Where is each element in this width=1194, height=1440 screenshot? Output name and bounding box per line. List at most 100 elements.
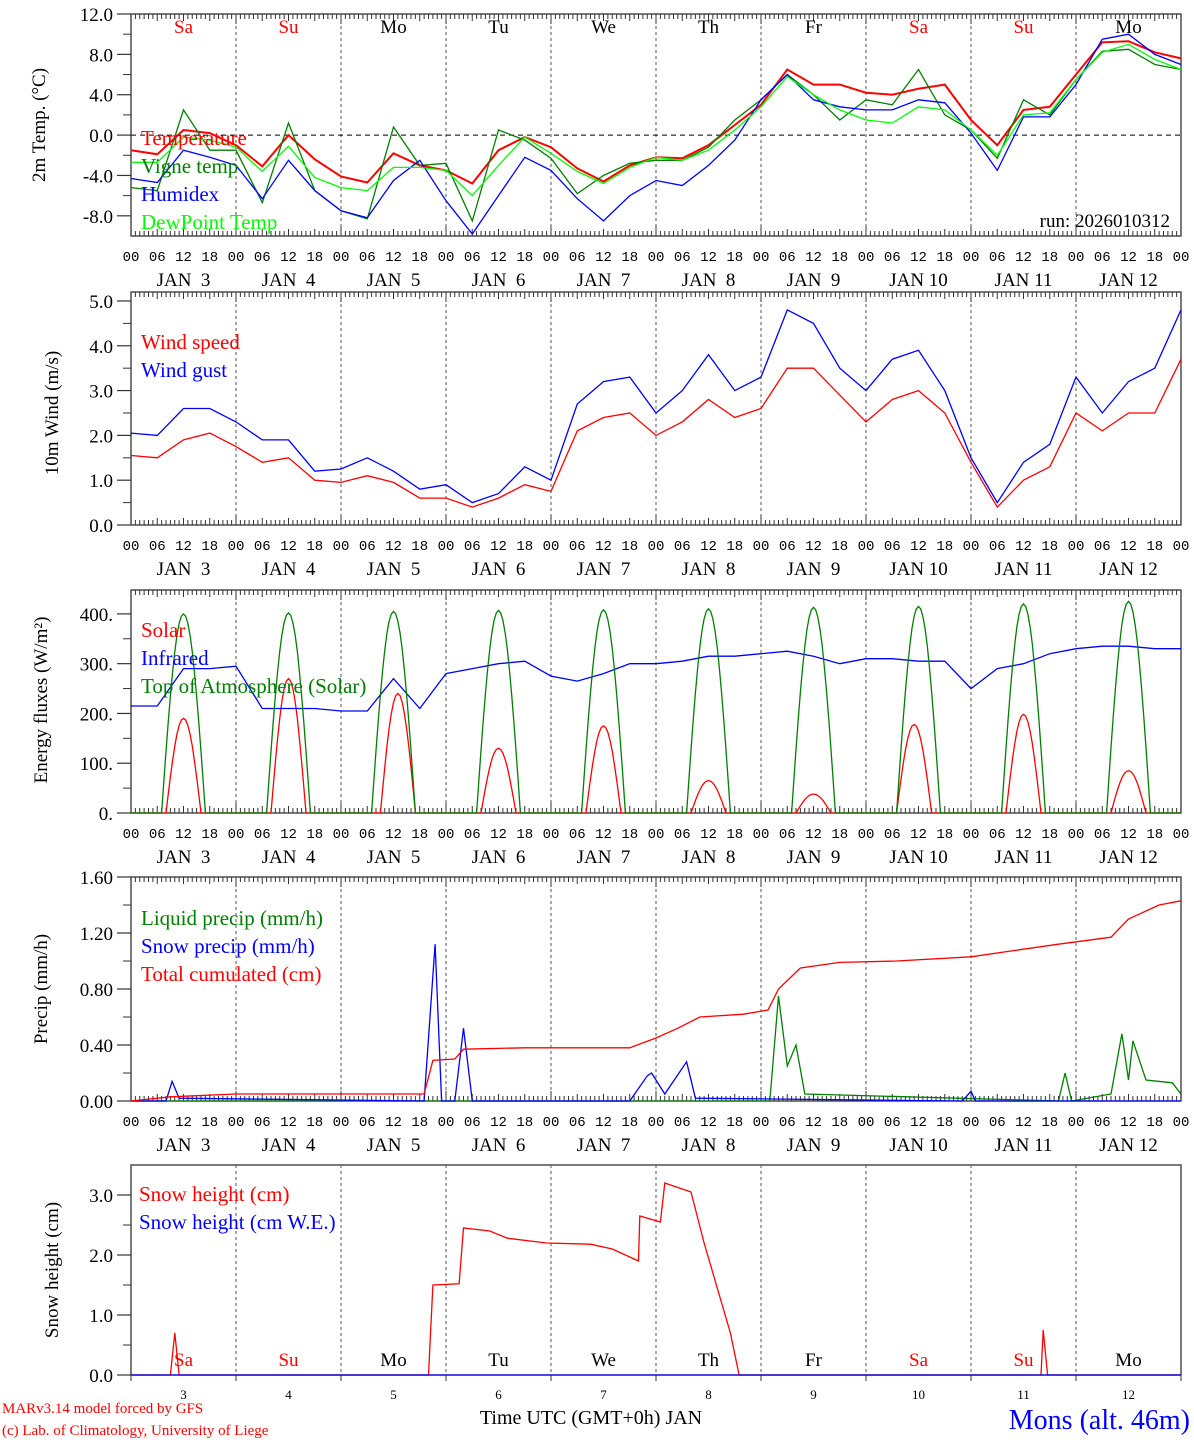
legend-entry: Top of Atmosphere (Solar): [141, 674, 366, 698]
legend-entry: Snow height (cm): [139, 1182, 289, 1206]
hour-tick-label: 12: [175, 827, 192, 843]
hour-tick-label: 06: [464, 539, 481, 555]
hour-tick-label: 18: [621, 827, 638, 843]
hour-tick-label: 12: [490, 539, 507, 555]
hour-tick-label: 12: [385, 539, 402, 555]
run-label: run: 2026010312: [1040, 211, 1170, 232]
hour-tick-label: 00: [333, 250, 350, 266]
weekday-label: Sa: [909, 1350, 929, 1371]
date-label: JAN 10: [889, 270, 948, 291]
date-label: JAN 4: [262, 1135, 316, 1156]
hour-tick-label: 12: [805, 250, 822, 266]
hour-tick-label: 12: [1015, 250, 1032, 266]
hour-tick-label: 12: [1015, 1115, 1032, 1131]
weekday-label: We: [591, 1350, 616, 1371]
panel-2: 00 06 12 18 00 06 12 18 00 06 12 18 00 06 12 18 00 06 12 18…: [42, 291, 1189, 580]
hour-tick-label: 06: [989, 1115, 1006, 1131]
hour-tick-label: 06: [989, 539, 1006, 555]
hour-tick-label: 06: [359, 539, 376, 555]
hour-tick-label: 12: [280, 827, 297, 843]
date-label: JAN 8: [682, 559, 736, 580]
hour-tick-label: 12: [1015, 827, 1032, 843]
copyright-credit: (c) Lab. of Climatology, University of L…: [2, 1423, 269, 1439]
weekday-label: Mo: [1115, 17, 1141, 38]
date-label: JAN 3: [157, 559, 211, 580]
hour-tick-label: 12: [490, 1115, 507, 1131]
hour-tick-label: 12: [1015, 539, 1032, 555]
hour-tick-label: 18: [306, 1115, 323, 1131]
hour-tick-label: 06: [569, 539, 586, 555]
hour-tick-label: 18: [201, 250, 218, 266]
hour-tick-label: 00: [123, 827, 140, 843]
y-tick-label: -4.0: [83, 166, 113, 187]
day-number-label: 3: [180, 1387, 187, 1402]
hour-tick-label: 18: [621, 250, 638, 266]
hour-tick-label: 12: [175, 1115, 192, 1131]
hour-tick-label: 00: [1068, 539, 1085, 555]
date-label: JAN 7: [577, 270, 631, 291]
hour-tick-label: 06: [884, 827, 901, 843]
day-number-label: 7: [600, 1387, 607, 1402]
hour-tick-label: 00: [543, 539, 560, 555]
hour-tick-label: 00: [753, 827, 770, 843]
date-label: JAN 6: [472, 559, 526, 580]
day-number-label: 6: [495, 1387, 502, 1402]
legend-entry: Snow height (cm W.E.): [139, 1210, 336, 1234]
hour-tick-label: 06: [254, 827, 271, 843]
hour-tick-label: 00: [753, 250, 770, 266]
hour-tick-label: 00: [228, 1115, 245, 1131]
plot-frame: [130, 589, 1182, 814]
hour-tick-label: 00: [438, 1115, 455, 1131]
date-label: JAN 12: [1099, 1135, 1158, 1156]
hour-tick-label: 18: [306, 539, 323, 555]
weekday-label: Th: [698, 17, 720, 38]
y-tick-label: 0.0: [89, 126, 113, 147]
hour-tick-label: 12: [280, 250, 297, 266]
date-label: JAN 9: [787, 270, 841, 291]
legend-entry: Snow precip (mm/h): [141, 934, 315, 958]
hour-tick-label: 00: [858, 827, 875, 843]
hour-tick-label: 18: [1041, 539, 1058, 555]
hour-tick-label: 06: [149, 1115, 166, 1131]
series-liquid-precip-mm-h-: [131, 995, 1182, 1102]
hour-tick-label: 00: [438, 539, 455, 555]
y-tick-label: 3.0: [89, 382, 113, 403]
panel-1: 00 06 12 18 00 06 12 18 00 06 12 18 00 06 12 18 00 06 12 18…: [29, 5, 1189, 291]
y-tick-label: 12.0: [80, 5, 113, 26]
y-tick-label: 0.: [99, 804, 113, 825]
hour-tick-label: 18: [411, 539, 428, 555]
hour-tick-label: 12: [1120, 827, 1137, 843]
y-tick-label: 2.0: [89, 426, 113, 447]
hour-tick-label: 12: [700, 539, 717, 555]
hour-tick-label: 18: [726, 827, 743, 843]
hour-tick-label: 00: [228, 539, 245, 555]
hour-tick-label: 18: [936, 539, 953, 555]
date-label: JAN 8: [682, 270, 736, 291]
date-label: JAN 3: [157, 1135, 211, 1156]
date-label: JAN 7: [577, 559, 631, 580]
weekday-label: Su: [278, 1350, 299, 1371]
hour-tick-label: 12: [595, 1115, 612, 1131]
y-tick-label: 3.0: [89, 1186, 113, 1207]
hour-tick-label: 12: [280, 539, 297, 555]
hour-tick-label: 06: [149, 827, 166, 843]
hour-tick-label: 06: [359, 827, 376, 843]
hour-tick-label: 06: [779, 250, 796, 266]
legend-entry: Wind speed: [141, 330, 240, 354]
hour-tick-label: 12: [700, 827, 717, 843]
date-label: JAN 9: [787, 1135, 841, 1156]
weekday-label: Sa: [174, 17, 194, 38]
hour-tick-label: 06: [569, 250, 586, 266]
date-label: JAN 8: [682, 847, 736, 868]
legend-entry: Temperature: [141, 126, 247, 150]
hour-tick-label: 06: [149, 539, 166, 555]
date-label: JAN 4: [262, 270, 316, 291]
legend-entry: Total cumulated (cm): [141, 962, 321, 986]
series-top-of-atmosphere-solar-: [131, 600, 1181, 814]
hour-tick-label: 00: [543, 250, 560, 266]
hour-tick-label: 06: [674, 250, 691, 266]
hour-tick-label: 18: [831, 1115, 848, 1131]
hour-tick-label: 18: [411, 1115, 428, 1131]
date-label: JAN 7: [577, 1135, 631, 1156]
